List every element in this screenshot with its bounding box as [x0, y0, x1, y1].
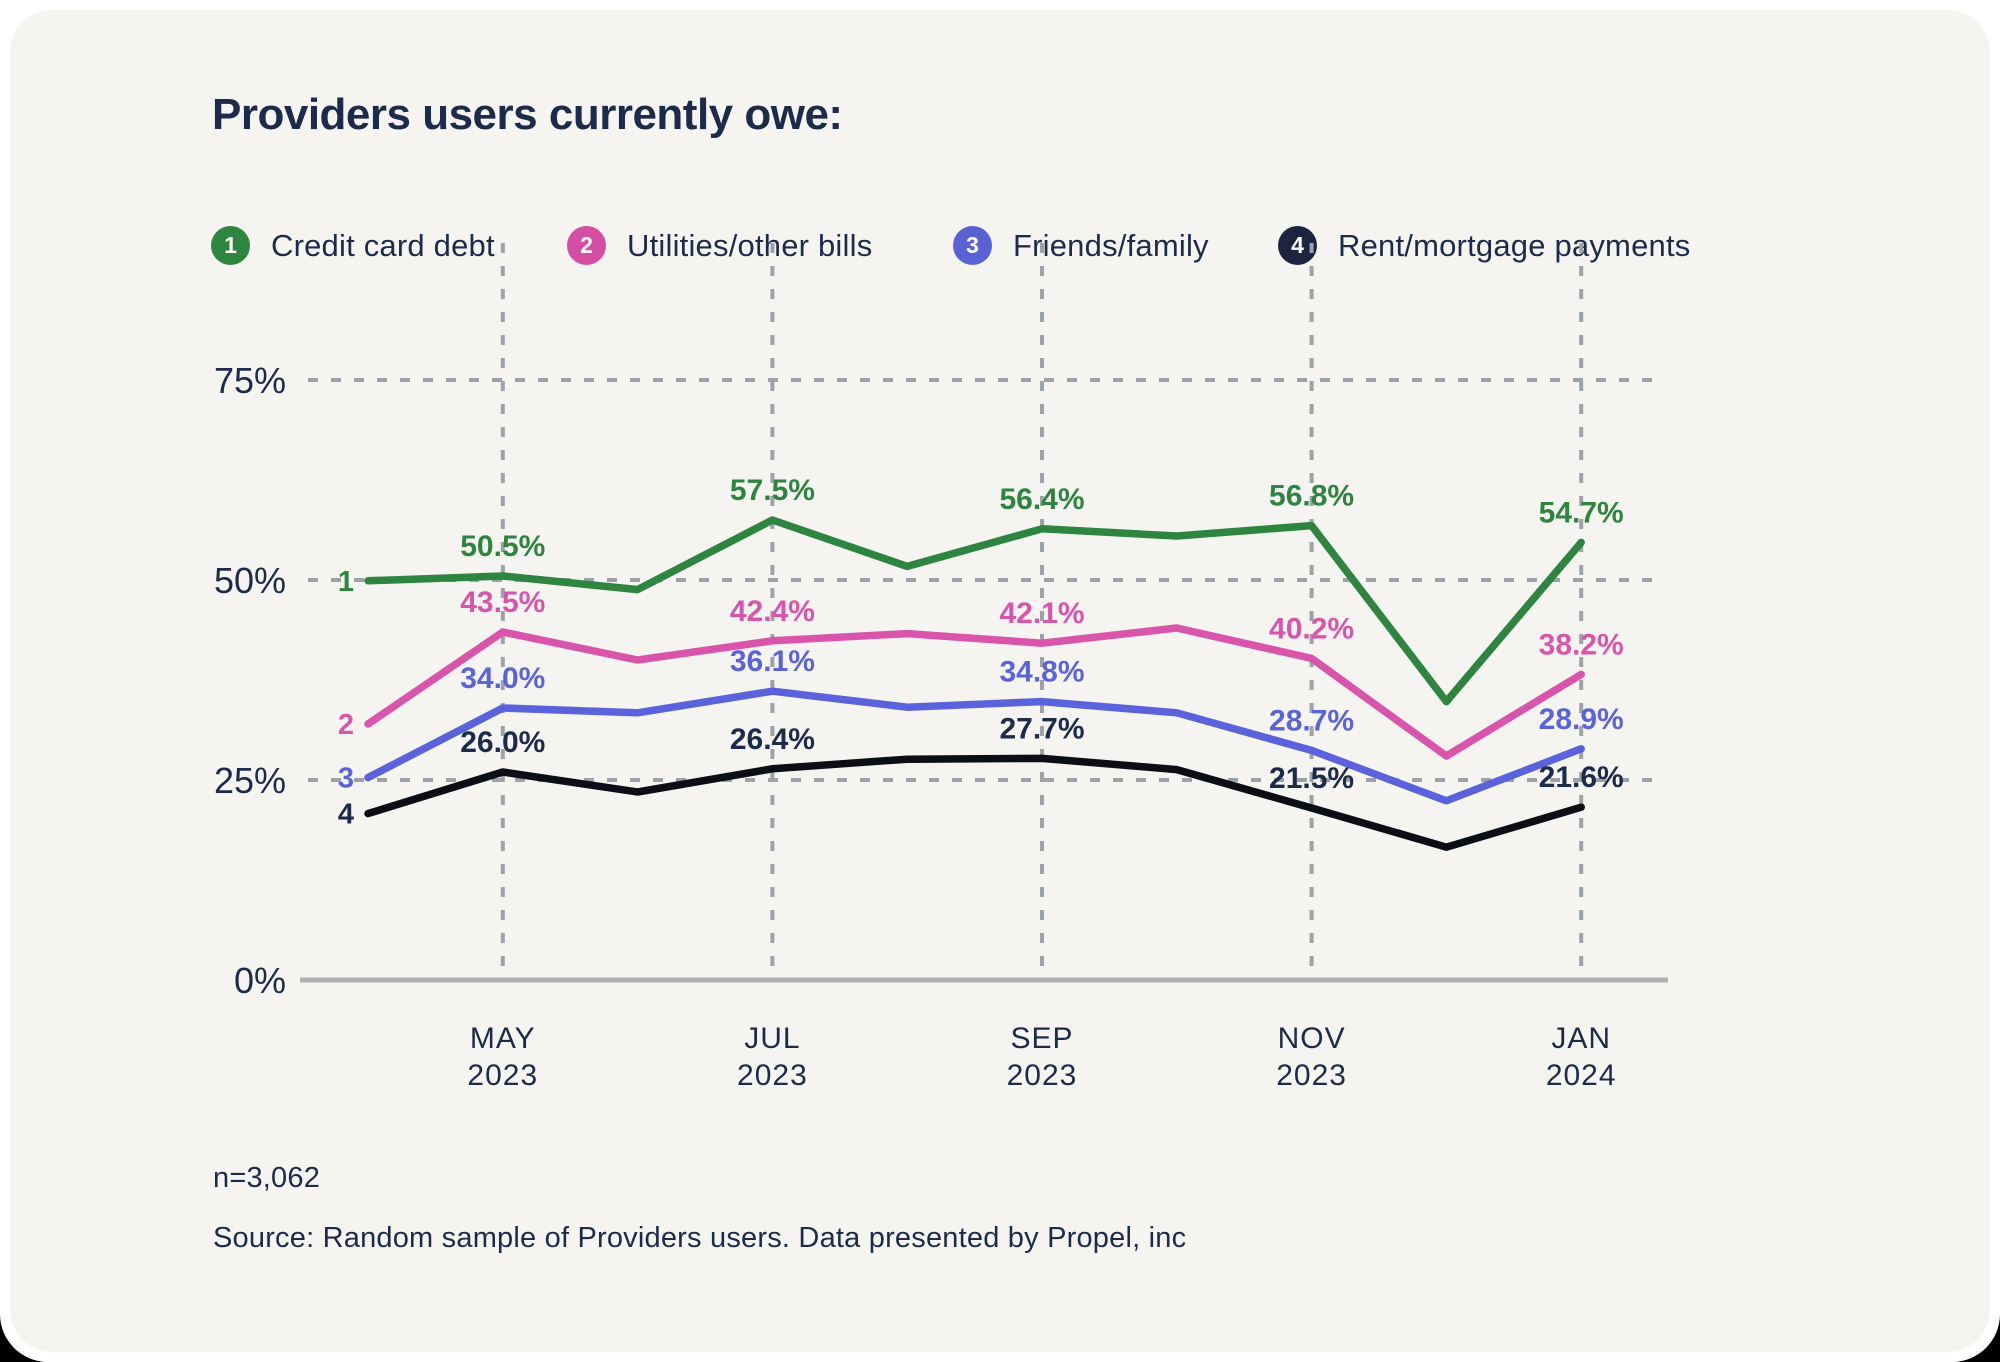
data-label-utilities-other-bills: 40.2% [1269, 612, 1354, 645]
series-line-friends-family [364, 687, 1585, 805]
legend-item-credit-card-debt: 1 Credit card debt [211, 226, 495, 265]
data-label-rent-mortgage-payments: 26.4% [730, 723, 815, 756]
data-label-rent-mortgage-payments: 26.0% [460, 726, 545, 759]
data-label-credit-card-debt: 56.4% [999, 483, 1084, 516]
data-label-rent-mortgage-payments: 21.6% [1539, 761, 1624, 794]
y-axis-tick-label: 0% [234, 960, 286, 1001]
data-label-friends-family: 34.0% [460, 662, 545, 695]
sample-size-note: n=3,062 [213, 1162, 321, 1194]
chart-card [10, 10, 1990, 1352]
y-axis-tick-label: 75% [214, 360, 286, 401]
legend-badge-number: 1 [224, 232, 237, 258]
data-label-credit-card-debt: 54.7% [1539, 496, 1624, 529]
x-axis-tick-label: JUL 2023 [737, 1022, 808, 1092]
data-label-friends-family: 28.9% [1539, 703, 1624, 736]
data-label-utilities-other-bills: 42.4% [730, 595, 815, 628]
data-label-credit-card-debt: 50.5% [460, 530, 545, 563]
legend-badge-2-icon: 2 [567, 226, 606, 265]
legend-badge-3-icon: 3 [953, 226, 992, 265]
series-number-credit-card-debt: 1 [338, 566, 354, 598]
data-label-friends-family: 36.1% [730, 645, 815, 678]
x-axis-tick-label: NOV 2023 [1276, 1022, 1347, 1092]
series-number-utilities-other-bills: 2 [338, 709, 354, 741]
series-line-rent-mortgage-payments [364, 754, 1585, 851]
series-number-friends-family: 3 [338, 763, 354, 795]
legend-label: Utilities/other bills [627, 227, 873, 263]
data-label-friends-family: 34.8% [999, 656, 1084, 689]
y-axis-tick-label: 25% [214, 760, 286, 801]
legend-item-friends-family: 3 Friends/family [953, 226, 1209, 265]
legend-badge-number: 3 [966, 232, 979, 258]
data-label-rent-mortgage-payments: 27.7% [999, 712, 1084, 745]
data-label-friends-family: 28.7% [1269, 704, 1354, 737]
legend-badge-number: 2 [580, 232, 593, 258]
series-number-rent-mortgage-payments: 4 [338, 799, 354, 831]
data-label-utilities-other-bills: 38.2% [1539, 628, 1624, 661]
x-axis-tick-label: MAY 2023 [467, 1022, 538, 1092]
y-axis-tick-label: 50% [214, 560, 286, 601]
legend-badge-1-icon: 1 [211, 226, 250, 265]
x-axis-tick-label: JAN 2024 [1546, 1022, 1617, 1092]
data-label-rent-mortgage-payments: 21.5% [1269, 762, 1354, 795]
series-line-utilities-other-bills [364, 624, 1585, 760]
data-label-utilities-other-bills: 43.5% [460, 586, 545, 619]
legend-item-utilities-other-bills: 2 Utilities/other bills [567, 226, 872, 265]
x-axis-tick-label: SEP 2023 [1007, 1022, 1078, 1092]
legend-badge-number: 4 [1291, 232, 1304, 258]
series-line-credit-card-debt [364, 516, 1585, 706]
page-title: Providers users currently owe: [212, 90, 843, 139]
source-note: Source: Random sample of Providers users… [213, 1222, 1187, 1254]
legend-item-rent-mortgage-payments: 4 Rent/mortgage payments [1278, 226, 1690, 265]
legend-label: Friends/family [1013, 227, 1209, 263]
legend-label: Credit card debt [271, 227, 495, 263]
legend-label: Rent/mortgage payments [1338, 227, 1691, 263]
data-label-utilities-other-bills: 42.1% [999, 597, 1084, 630]
data-label-credit-card-debt: 56.8% [1269, 480, 1354, 513]
data-label-credit-card-debt: 57.5% [730, 474, 815, 507]
